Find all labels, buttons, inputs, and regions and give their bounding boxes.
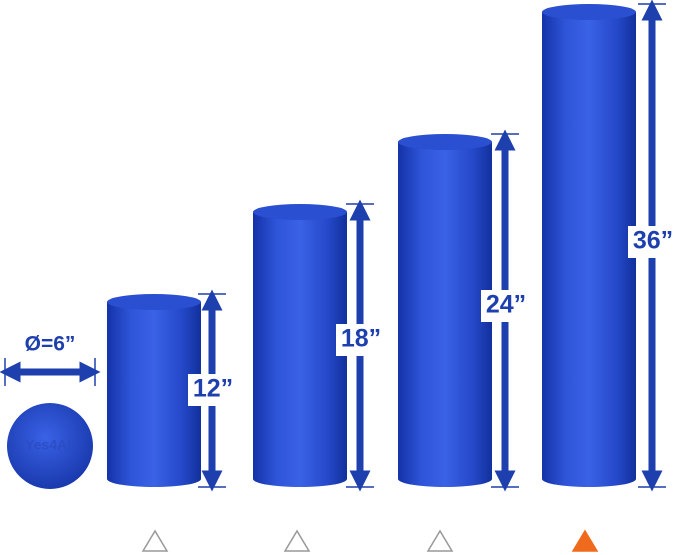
roller-top (542, 4, 636, 20)
roller-top (107, 294, 201, 310)
slide-indicator-active[interactable] (571, 529, 599, 552)
label-bg (336, 324, 384, 356)
roller-bottom (398, 471, 492, 487)
slide-indicator[interactable] (141, 529, 169, 552)
roller-bottom (542, 471, 636, 487)
slide-indicator[interactable] (283, 529, 311, 552)
roller-body (542, 12, 636, 479)
roller-top (398, 134, 492, 150)
foam-roller (398, 134, 492, 487)
label-bg (481, 290, 529, 322)
foam-roller (253, 204, 347, 487)
diameter-label: Ø=6” (25, 333, 76, 356)
label-bg (188, 374, 236, 406)
brand-logo: Yes4All (25, 437, 75, 453)
foam-roller (542, 4, 636, 487)
length-label: 12” (193, 375, 233, 403)
roller-body (107, 302, 201, 479)
length-label: 36” (633, 227, 673, 255)
slide-indicator[interactable] (426, 529, 454, 552)
roller-body (253, 212, 347, 479)
length-label: 18” (341, 325, 381, 353)
length-label: 24” (486, 291, 526, 319)
roller-body (398, 142, 492, 479)
roller-bottom (107, 471, 201, 487)
label-bg (628, 226, 676, 258)
foam-roller (107, 294, 201, 487)
roller-end: Yes4All (7, 403, 93, 489)
roller-bottom (253, 471, 347, 487)
roller-top (253, 204, 347, 220)
